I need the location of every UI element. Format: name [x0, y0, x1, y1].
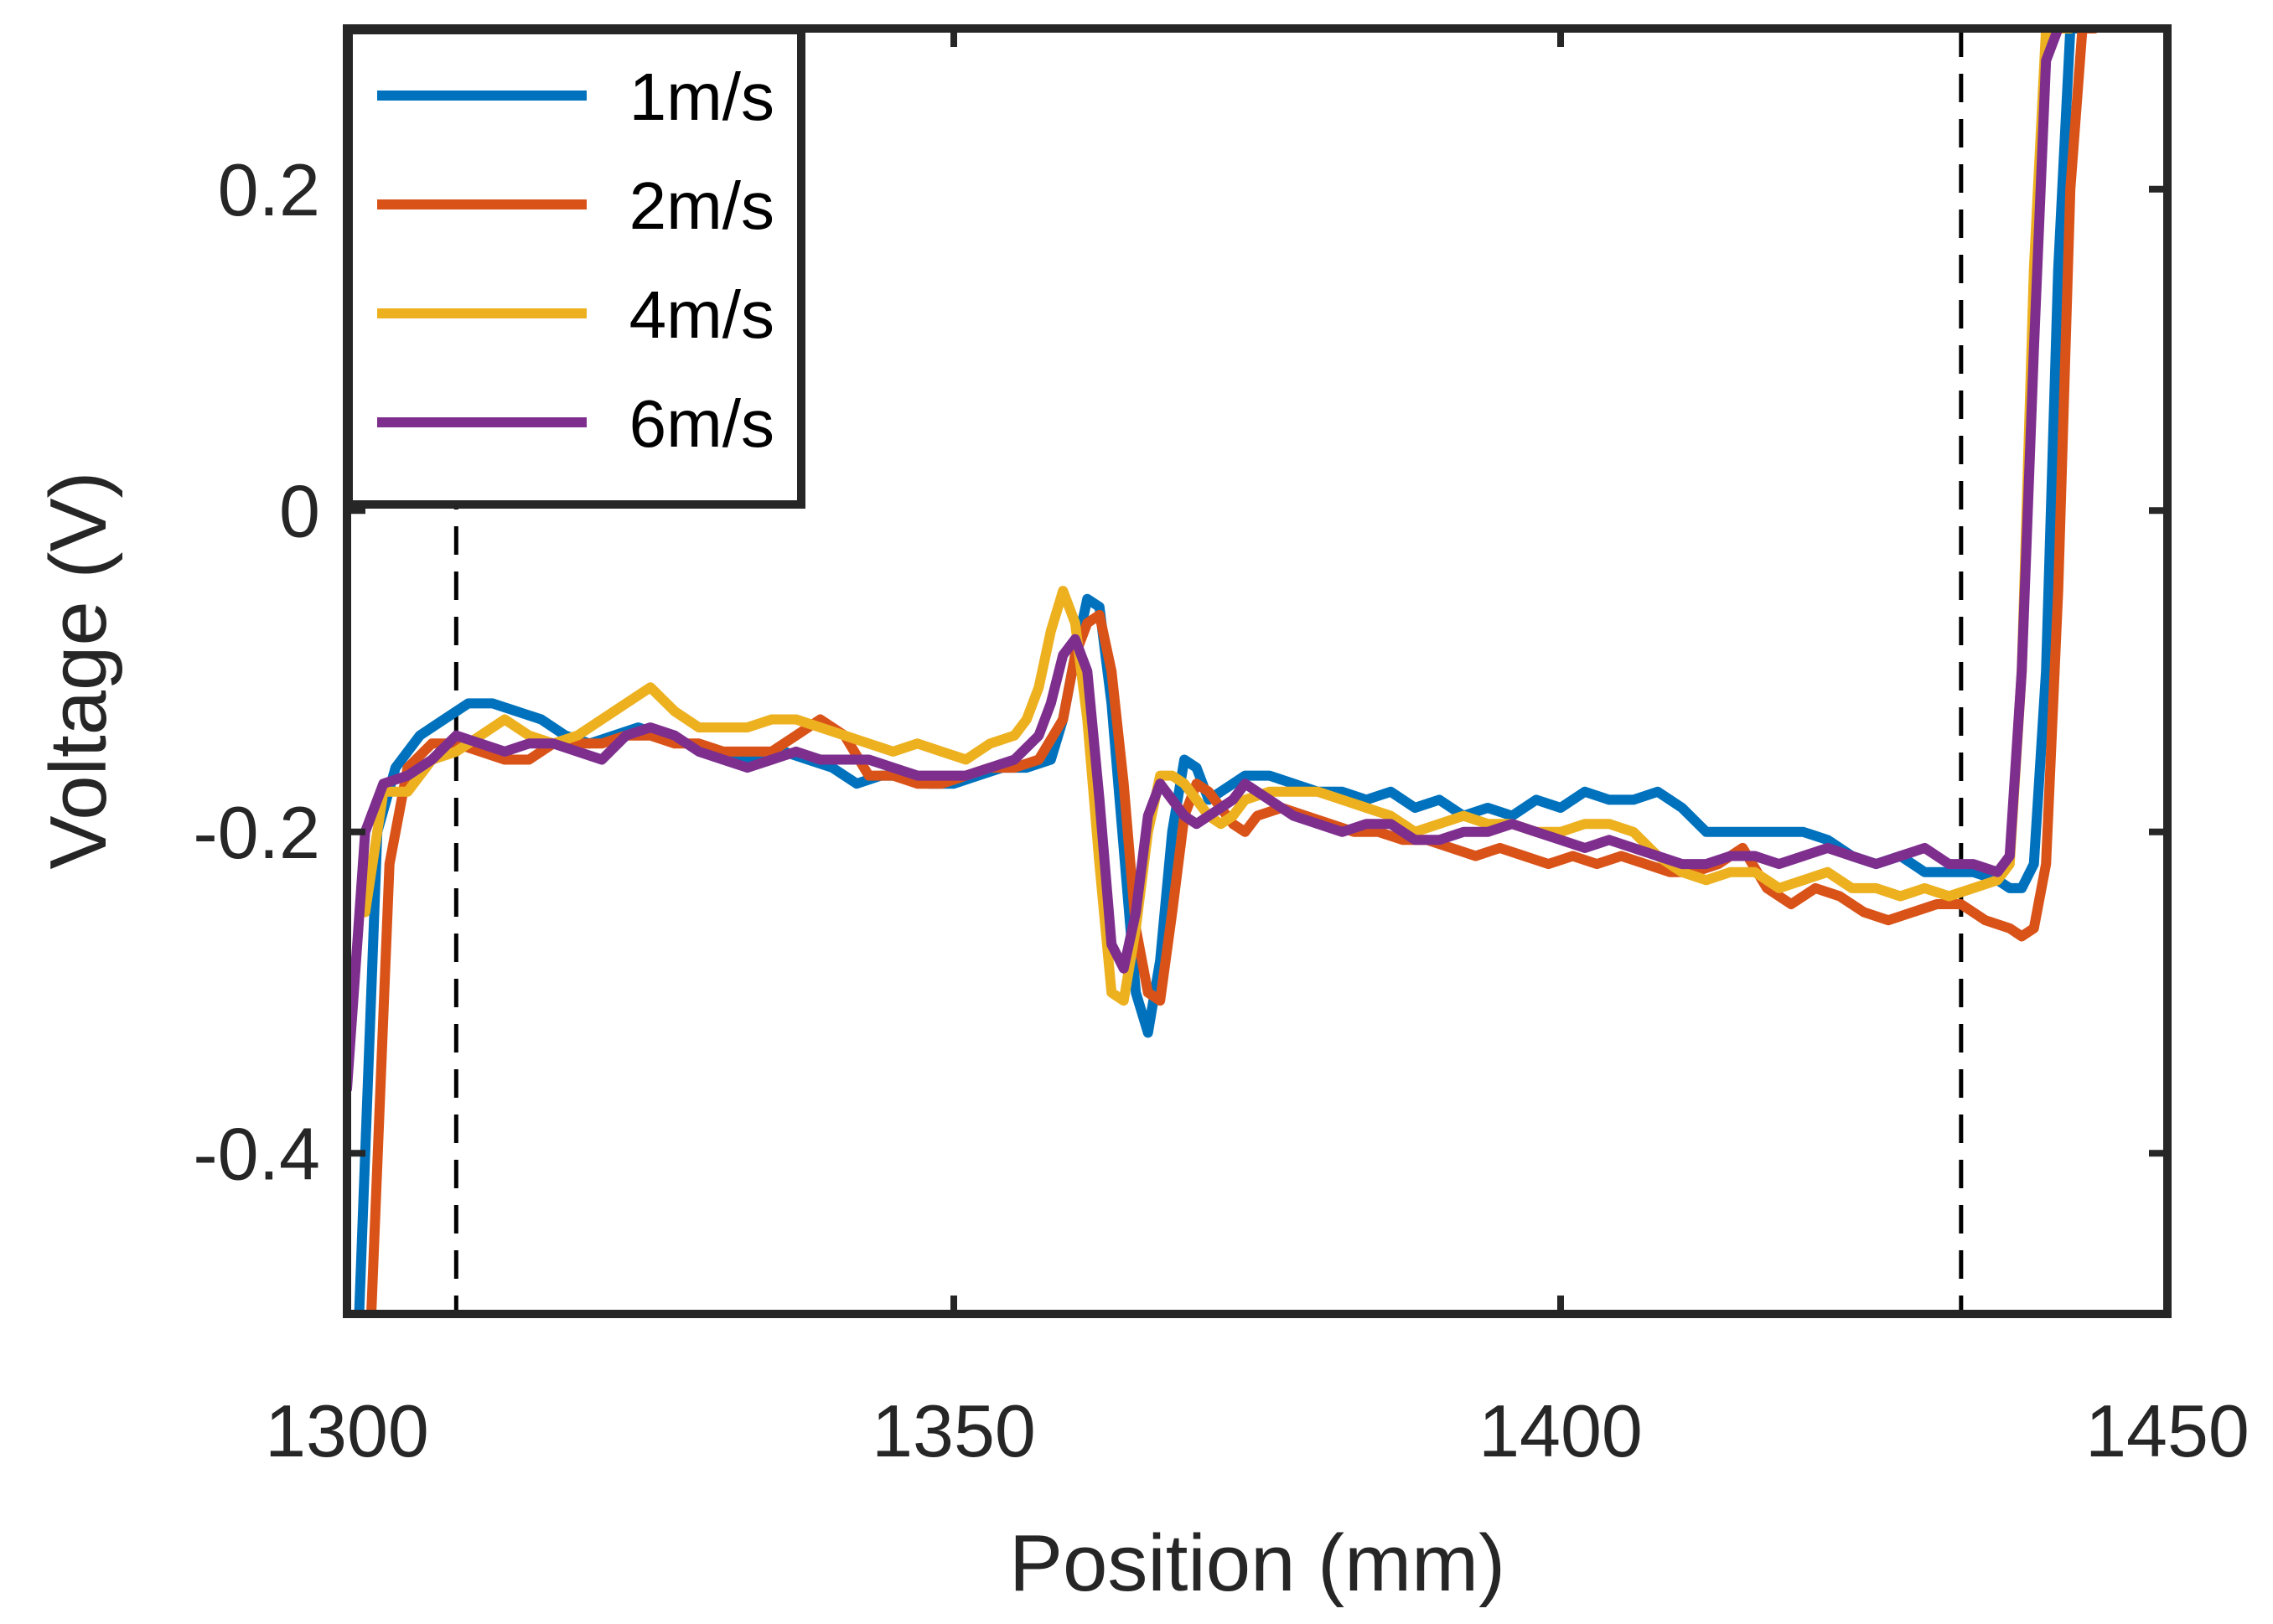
- x-tick-label: 1350: [872, 1389, 1036, 1472]
- y-tick-label: 0: [279, 469, 320, 552]
- legend-label: 1m/s: [629, 59, 774, 134]
- legend-label: 4m/s: [629, 277, 774, 352]
- plot-frame: [343, 24, 2172, 1318]
- y-tick-label: 0.2: [218, 148, 320, 231]
- series-lines: [347, 28, 2100, 1314]
- legend-label: 6m/s: [629, 386, 774, 461]
- x-tick-label: 1450: [2085, 1389, 2250, 1472]
- reference-lines: [453, 28, 1964, 1314]
- legend-label: 2m/s: [629, 168, 774, 243]
- series-line-4m-s: [360, 28, 2076, 1006]
- x-tick-label: 1300: [265, 1389, 429, 1472]
- legend: 1m/s 2m/s 4m/s 6m/s: [344, 26, 805, 509]
- x-axis-title: Position (mm): [1009, 1518, 1505, 1608]
- y-axis-tick-labels: -0.4 -0.2 0 0.2: [193, 148, 320, 1196]
- y-tick-label: -0.2: [193, 791, 320, 874]
- y-tick-label: -0.4: [193, 1112, 320, 1195]
- y-axis-title: Voltage (V): [34, 472, 123, 870]
- series-line-6m-s: [347, 28, 2063, 1094]
- x-tick-label: 1400: [1478, 1389, 1643, 1472]
- x-axis-tick-labels: 1300 1350 1400 1450: [265, 1389, 2250, 1472]
